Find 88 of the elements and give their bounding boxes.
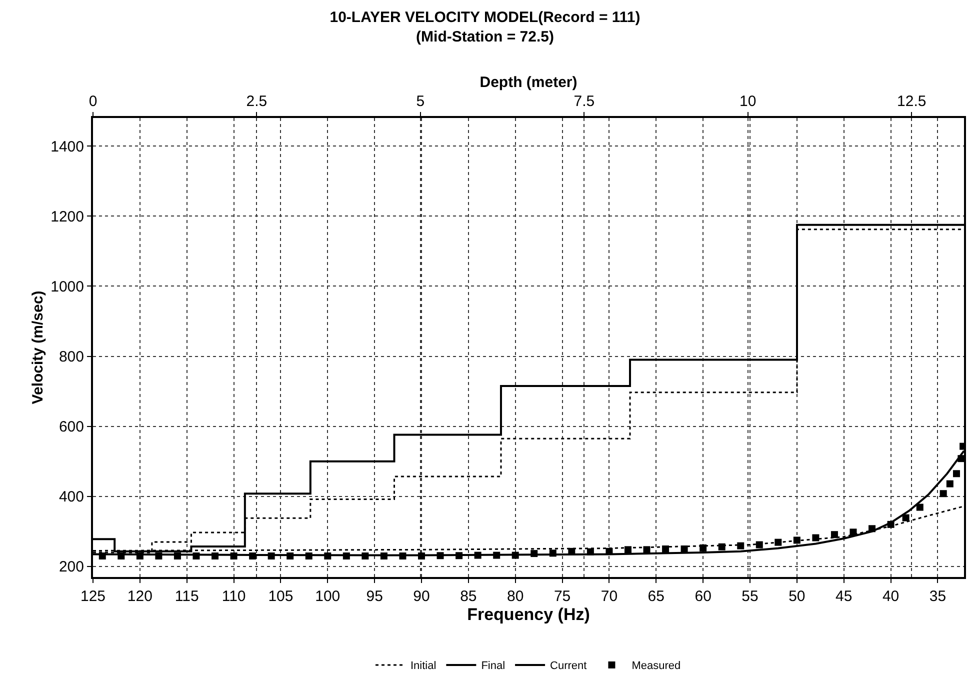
point — [868, 525, 876, 532]
y-tick-label: 1000 — [50, 278, 84, 296]
x2-tick-label: 5 — [416, 93, 425, 110]
point — [305, 552, 312, 560]
point — [286, 552, 294, 560]
point — [680, 545, 688, 552]
y-axis-title: Velocity (m/sec) — [29, 290, 46, 404]
x-tick-label: 70 — [600, 588, 618, 605]
x-tick-label: 120 — [127, 588, 152, 605]
point — [887, 520, 894, 528]
point — [530, 550, 538, 558]
x-tick-label: 65 — [648, 588, 664, 605]
point — [136, 552, 144, 560]
y-tick-label: 1400 — [50, 138, 84, 156]
point — [700, 544, 707, 552]
x-tick-label: 55 — [742, 588, 758, 605]
point — [662, 545, 670, 552]
y-tick-label: 600 — [58, 418, 84, 436]
point — [512, 552, 519, 559]
point — [586, 548, 594, 556]
x-tick-label: 50 — [788, 588, 806, 605]
legend-label: Measured — [632, 660, 681, 672]
x2-tick-label: 10 — [740, 93, 756, 110]
y-tick-label: 1200 — [50, 208, 84, 226]
x2-tick-label: 7.5 — [574, 93, 595, 110]
point — [940, 490, 947, 498]
chart-title: 10-LAYER VELOCITY MODEL(Record = 111) — [330, 8, 640, 26]
point — [916, 504, 924, 511]
chart-subtitle: (Mid-Station = 72.5) — [416, 28, 554, 46]
x2-axis-title: Depth (meter) — [480, 74, 578, 91]
x-tick-label: 60 — [694, 588, 712, 605]
x2-tick-label: 2.5 — [246, 93, 268, 110]
point — [418, 552, 425, 560]
x-tick-label: 90 — [413, 588, 430, 605]
legend-label: Initial — [410, 660, 436, 672]
y-tick-label: 800 — [58, 348, 84, 366]
x-tick-label: 125 — [80, 588, 106, 605]
x2-tick-label: 0 — [88, 93, 98, 110]
x-tick-label: 45 — [836, 588, 852, 605]
x2-tick-label: 12.5 — [897, 93, 926, 110]
point — [474, 552, 482, 559]
point — [268, 552, 275, 560]
point — [793, 536, 800, 544]
point — [952, 470, 960, 478]
point — [774, 538, 782, 546]
x-tick-label: 35 — [929, 588, 946, 605]
x-tick-label: 100 — [315, 588, 340, 605]
point — [958, 455, 964, 462]
point — [850, 528, 857, 536]
point — [192, 552, 200, 560]
x-tick-label: 40 — [882, 588, 900, 605]
point — [362, 552, 369, 560]
point — [549, 550, 556, 557]
y-tick-label: 200 — [58, 558, 84, 576]
point — [249, 552, 256, 560]
point — [946, 480, 954, 488]
x-tick-label: 105 — [268, 588, 294, 605]
point — [212, 552, 219, 560]
point — [342, 552, 350, 560]
x-axis-title: Frequency (Hz) — [467, 605, 590, 624]
point — [737, 542, 744, 550]
legend-label: Final — [481, 660, 506, 672]
point — [624, 546, 632, 554]
point — [812, 534, 820, 542]
point — [756, 541, 763, 548]
point — [436, 552, 444, 560]
y-tick-label: 400 — [58, 488, 84, 506]
x-tick-label: 95 — [366, 588, 383, 605]
x-tick-label: 80 — [507, 588, 524, 605]
point — [230, 552, 238, 560]
point — [155, 552, 162, 560]
legend-label: Current — [550, 660, 587, 672]
point — [174, 552, 181, 560]
x-tick-label: 110 — [222, 588, 246, 605]
point — [324, 552, 332, 560]
point — [830, 531, 838, 538]
point — [399, 552, 406, 560]
point — [98, 552, 106, 560]
point — [902, 514, 910, 522]
x-tick-label: 115 — [174, 588, 199, 605]
point — [718, 543, 726, 550]
point — [456, 552, 463, 560]
point — [643, 546, 650, 554]
x-tick-label: 85 — [460, 588, 477, 605]
point — [380, 552, 388, 560]
point — [118, 552, 125, 560]
x-tick-label: 75 — [554, 588, 571, 605]
point — [493, 552, 500, 559]
